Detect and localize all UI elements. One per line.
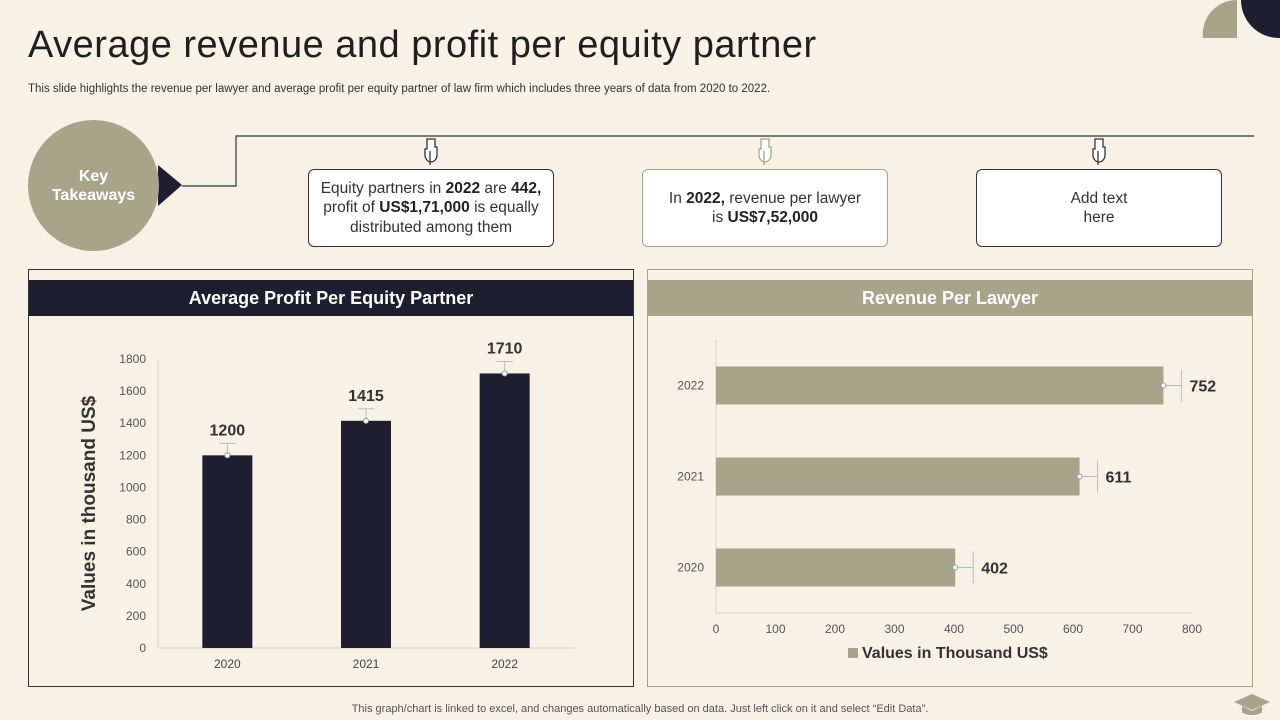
x-tick-label: 300 bbox=[884, 622, 904, 636]
data-point-marker bbox=[224, 452, 231, 459]
y-tick-label: 600 bbox=[126, 545, 146, 559]
key-takeaways-label: Key Takeaways bbox=[51, 167, 136, 204]
bar bbox=[479, 373, 530, 648]
x-tick-label: 0 bbox=[713, 622, 720, 636]
y-tick-label: 2022 bbox=[677, 379, 704, 393]
bar bbox=[716, 457, 1080, 496]
bar bbox=[716, 548, 956, 587]
x-tick-label: 2020 bbox=[214, 657, 241, 671]
y-tick-label: 2020 bbox=[677, 561, 704, 575]
takeaway-text-part: 2022, bbox=[686, 189, 725, 207]
data-label: 752 bbox=[1189, 379, 1216, 396]
revenue-chart-title: Revenue Per Lawyer bbox=[648, 280, 1252, 316]
takeaway-box: Add text here bbox=[976, 169, 1222, 247]
x-tick-label: 600 bbox=[1063, 622, 1083, 636]
data-label: 611 bbox=[1106, 470, 1132, 487]
profit-chart-title: Average Profit Per Equity Partner bbox=[29, 280, 633, 316]
takeaway-text-part: Add text here bbox=[1070, 189, 1128, 227]
x-tick-label: 700 bbox=[1122, 622, 1142, 636]
data-label: 1200 bbox=[210, 422, 246, 439]
data-label: 1415 bbox=[348, 388, 384, 405]
takeaway-text-part: In bbox=[668, 189, 687, 207]
y-tick-label: 1800 bbox=[119, 352, 146, 366]
y-tick-label: 0 bbox=[139, 641, 146, 655]
data-label: 1710 bbox=[487, 340, 523, 357]
bar bbox=[716, 366, 1164, 405]
data-label: 402 bbox=[981, 561, 1008, 578]
data-point-marker bbox=[952, 564, 959, 571]
data-point-marker bbox=[1076, 473, 1083, 480]
footer-note: This graph/chart is linked to excel, and… bbox=[351, 703, 929, 715]
x-tick-label: 400 bbox=[944, 622, 964, 636]
graduation-cap-icon bbox=[1234, 694, 1270, 715]
y-tick-label: 1000 bbox=[119, 480, 146, 494]
takeaway-text: Equity partners in 2022 are 442, profit … bbox=[317, 179, 545, 238]
takeaway-text-part: profit of bbox=[323, 199, 380, 217]
pointing-hand-icon bbox=[424, 138, 438, 165]
data-point-marker bbox=[1160, 382, 1167, 389]
takeaway-box: Equity partners in 2022 are 442, profit … bbox=[308, 169, 554, 247]
profit-bar-chart: 0 200 400 600 800 1000 1200 1400 1600 1800 Values … bbox=[79, 340, 574, 671]
takeaway-text-part: is equally distributed among them bbox=[350, 199, 539, 236]
page-subtitle: This slide highlights the revenue per la… bbox=[28, 83, 771, 95]
key-takeaways-circle: Key Takeaways bbox=[28, 120, 159, 251]
takeaway-text-part: 442, bbox=[511, 179, 542, 197]
takeaway-text-part: US$7,52,000 bbox=[727, 209, 819, 226]
legend-swatch bbox=[848, 648, 858, 658]
x-tick-label: 2022 bbox=[491, 657, 518, 671]
profit-chart-panel: Average Profit Per Equity Partner 0 200 40… bbox=[28, 269, 634, 687]
takeaway-box: In 2022, revenue per lawyer is US$7,52,0… bbox=[642, 169, 888, 247]
y-tick-label: 1200 bbox=[119, 448, 146, 462]
takeaway-text: In 2022, revenue per lawyer is US$7,52,0… bbox=[651, 189, 879, 228]
data-point-marker bbox=[501, 370, 508, 377]
x-tick-label: 100 bbox=[765, 622, 785, 636]
y-tick-label: 200 bbox=[126, 609, 146, 623]
takeaway-text-part: Equity partners in bbox=[320, 179, 446, 197]
pointing-hand-icon bbox=[758, 138, 772, 165]
x-tick-label: 200 bbox=[825, 622, 845, 636]
pointing-hand-icon bbox=[1092, 138, 1106, 165]
data-point-marker bbox=[363, 417, 369, 424]
y-tick-label: 2021 bbox=[677, 470, 704, 484]
x-tick-label: 800 bbox=[1182, 622, 1202, 636]
page-title: Average revenue and profit per equity pa… bbox=[28, 24, 817, 66]
y-tick-label: 800 bbox=[126, 513, 146, 527]
x-tick-label: 2021 bbox=[353, 657, 380, 671]
y-axis-label: Values in thousand US$ bbox=[79, 395, 100, 611]
legend-label: Values in Thousand US$ bbox=[862, 645, 1048, 662]
takeaway-text-part: are bbox=[480, 179, 512, 197]
y-tick-label: 1400 bbox=[119, 416, 146, 430]
x-tick-label: 500 bbox=[1003, 622, 1023, 636]
takeaway-text-part: 2022 bbox=[445, 179, 481, 197]
takeaway-text-part: revenue per lawyer is bbox=[712, 189, 862, 227]
takeaway-text-part: US$1,71,000 bbox=[379, 199, 470, 217]
bar bbox=[341, 420, 391, 648]
corner-decoration bbox=[1202, 0, 1280, 38]
takeaway-text: Add text here bbox=[985, 189, 1213, 228]
bar bbox=[202, 455, 253, 648]
revenue-bar-chart: 0 100 200 300 400 500 600 700 800 752 2022 611 2021 4… bbox=[677, 340, 1216, 662]
y-tick-label: 1600 bbox=[119, 384, 146, 398]
revenue-chart-panel: Revenue Per Lawyer 0 100 200 300 400 500 600 70… bbox=[647, 269, 1253, 687]
y-tick-label: 400 bbox=[126, 577, 146, 591]
